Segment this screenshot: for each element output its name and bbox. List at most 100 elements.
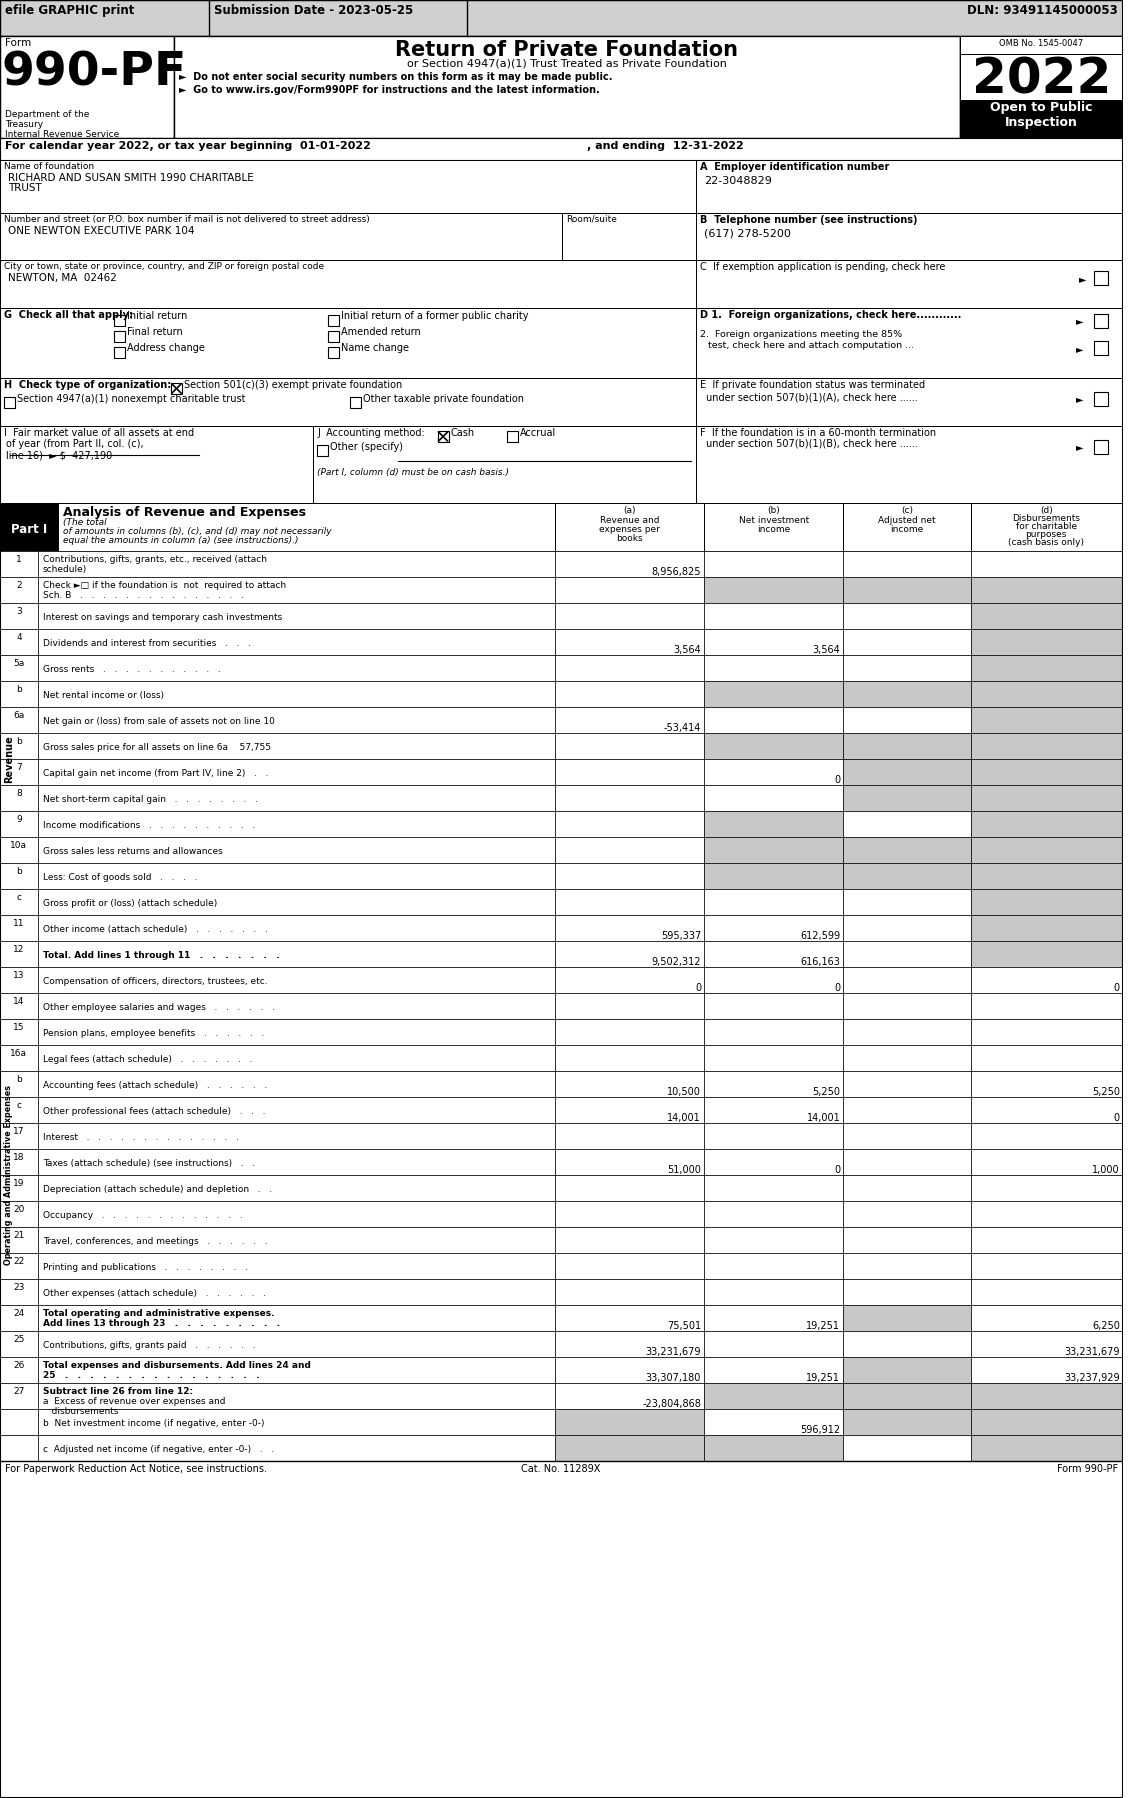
Bar (0, 940, 37, 967)
Bar (704, 1149, 843, 1176)
Text: Add lines 13 through 23   .   .   .   .   .   .   .   .   .: Add lines 13 through 23 . . . . . . . . … (43, 1320, 280, 1329)
Text: c: c (17, 1100, 21, 1109)
Bar (1094, 271, 1108, 286)
Bar (555, 1045, 704, 1072)
Text: Depreciation (attach schedule) and depletion   .   .: Depreciation (attach schedule) and deple… (43, 1185, 272, 1194)
Bar (0, 811, 37, 838)
Text: RICHARD AND SUSAN SMITH 1990 CHARITABLE: RICHARD AND SUSAN SMITH 1990 CHARITABLE (8, 173, 254, 183)
Text: 3: 3 (16, 608, 21, 617)
Bar (37, 1149, 555, 1176)
Text: 21: 21 (14, 1232, 25, 1241)
Bar (971, 992, 1123, 1019)
Bar (37, 1201, 555, 1226)
Bar (971, 577, 1123, 602)
Text: b: b (16, 737, 21, 746)
Text: Travel, conferences, and meetings   .   .   .   .   .   .: Travel, conferences, and meetings . . . … (43, 1237, 268, 1246)
Bar (971, 681, 1123, 707)
Text: Amended return: Amended return (341, 327, 421, 336)
Bar (843, 759, 971, 786)
Bar (971, 1383, 1123, 1410)
Bar (555, 915, 704, 940)
Bar (843, 1072, 971, 1097)
Text: Address change: Address change (128, 343, 205, 352)
Bar (704, 967, 843, 992)
Text: For calendar year 2022, or tax year beginning  01-01-2022: For calendar year 2022, or tax year begi… (5, 140, 370, 151)
Text: c: c (17, 894, 21, 903)
Bar (37, 1019, 555, 1045)
Bar (0, 160, 697, 212)
Bar (555, 811, 704, 838)
Bar (843, 1226, 971, 1253)
Text: 0: 0 (834, 775, 840, 786)
Text: Revenue and: Revenue and (599, 516, 659, 525)
Text: 27: 27 (14, 1386, 25, 1395)
Bar (704, 1383, 843, 1410)
Bar (697, 378, 1123, 426)
Bar (0, 1305, 37, 1331)
Bar (971, 1357, 1123, 1383)
Bar (843, 1278, 971, 1305)
Bar (971, 734, 1123, 759)
Bar (971, 629, 1123, 654)
Bar (555, 759, 704, 786)
Text: 22: 22 (14, 1257, 25, 1266)
Text: 990-PF: 990-PF (2, 50, 187, 95)
Bar (971, 863, 1123, 888)
Text: -23,804,868: -23,804,868 (642, 1399, 701, 1410)
Text: disbursements: disbursements (43, 1408, 119, 1417)
Text: 0: 0 (1113, 984, 1120, 992)
Text: Open to Public: Open to Public (990, 101, 1093, 113)
Text: test, check here and attach computation ...: test, check here and attach computation … (708, 342, 914, 351)
Bar (843, 1149, 971, 1176)
Bar (843, 915, 971, 940)
Bar (37, 602, 555, 629)
Bar (555, 1097, 704, 1124)
Text: b: b (16, 685, 21, 694)
Text: 0: 0 (834, 984, 840, 992)
Text: A  Employer identification number: A Employer identification number (700, 162, 890, 173)
Bar (697, 160, 1123, 212)
Bar (37, 1305, 555, 1331)
Bar (704, 811, 843, 838)
Bar (555, 577, 704, 602)
Bar (0, 577, 37, 602)
Bar (704, 629, 843, 654)
Text: Revenue: Revenue (3, 735, 14, 782)
Bar (555, 1201, 704, 1226)
Bar (37, 1278, 555, 1305)
Bar (971, 707, 1123, 734)
Bar (704, 1278, 843, 1305)
Bar (555, 1305, 704, 1331)
Bar (555, 863, 704, 888)
Bar (329, 331, 339, 342)
Text: E  If private foundation status was terminated: E If private foundation status was termi… (700, 379, 926, 390)
Bar (971, 940, 1123, 967)
Text: 15: 15 (14, 1023, 25, 1032)
Bar (317, 444, 329, 457)
Bar (971, 1278, 1123, 1305)
Text: income: income (891, 525, 924, 534)
Bar (971, 838, 1123, 863)
Bar (704, 681, 843, 707)
Bar (0, 1201, 37, 1226)
Text: Part I: Part I (10, 523, 47, 536)
Text: 3,564: 3,564 (813, 645, 840, 654)
Text: 6a: 6a (14, 710, 25, 719)
Text: ►: ► (1079, 273, 1086, 284)
Text: Subtract line 26 from line 12:: Subtract line 26 from line 12: (43, 1386, 193, 1395)
Bar (704, 838, 843, 863)
Text: Name change: Name change (341, 343, 409, 352)
Text: Occupancy   .   .   .   .   .   .   .   .   .   .   .   .   .: Occupancy . . . . . . . . . . . . . (43, 1212, 243, 1221)
Bar (0, 838, 37, 863)
Bar (37, 681, 555, 707)
Text: (617) 278-5200: (617) 278-5200 (704, 228, 791, 237)
Bar (704, 786, 843, 811)
Bar (329, 315, 339, 325)
Text: Sch. B   .   .   .   .   .   .   .   .   .   .   .   .   .   .   .: Sch. B . . . . . . . . . . . . . . . (43, 592, 244, 601)
Bar (0, 681, 37, 707)
Bar (697, 212, 1123, 261)
Text: 23: 23 (14, 1284, 25, 1293)
Text: 616,163: 616,163 (800, 957, 840, 967)
Bar (697, 261, 1123, 307)
Text: Treasury: Treasury (5, 120, 43, 129)
